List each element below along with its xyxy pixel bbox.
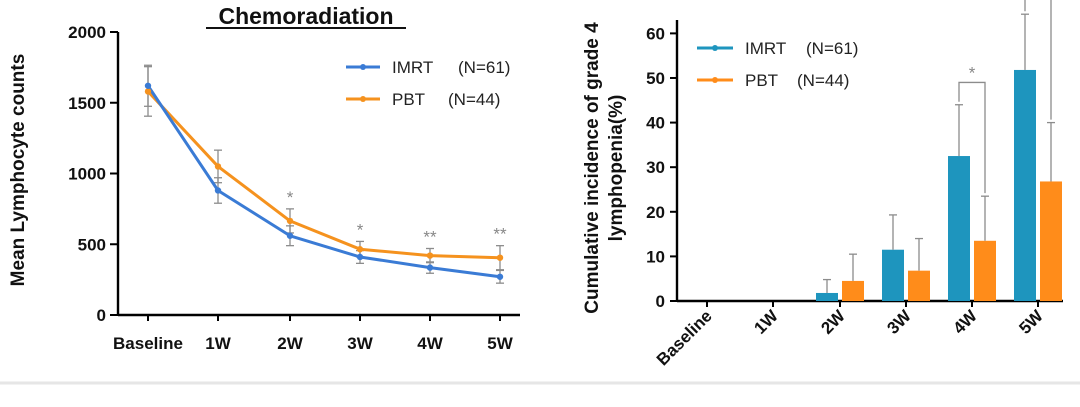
- significance-brackets: **: [958, 0, 1052, 194]
- x-tick-label: 4W: [949, 306, 981, 338]
- bar-chart: Cumulative incidence of grade 4 lymphope…: [582, 0, 1063, 369]
- data-point-imrt: [496, 273, 504, 280]
- data-point-pbt: [426, 252, 434, 259]
- legend-n-pbt: (N=44): [797, 71, 849, 90]
- y-tick-label: 20: [646, 203, 665, 222]
- legend-label-imrt: IMRT: [392, 58, 433, 77]
- bar-imrt: [948, 156, 970, 301]
- legend-n-imrt: (N=61): [806, 39, 858, 58]
- y-tick-label: 60: [646, 24, 665, 43]
- bar-pbt: [974, 240, 996, 301]
- data-point-imrt: [356, 253, 364, 261]
- significance-mark: **: [493, 225, 507, 244]
- significance-bracket: [1024, 0, 1052, 120]
- legend-n-imrt: (N=61): [458, 58, 510, 77]
- data-point-imrt: [286, 232, 294, 239]
- y-tick-label: 2000: [68, 23, 106, 42]
- y-tick-label: 0: [97, 306, 106, 325]
- legend: IMRT (N=61) PBT (N=44): [697, 39, 858, 90]
- data-point-pbt: [496, 254, 504, 261]
- legend: IMRT (N=61) PBT (N=44): [346, 58, 510, 109]
- significance-mark: **: [423, 227, 437, 246]
- y-axis-label: Mean Lymphocyte counts: [8, 54, 29, 287]
- bar-pbt: [1040, 181, 1062, 301]
- series-lines: [146, 84, 501, 279]
- x-tick-label: 1W: [750, 306, 782, 338]
- data-points: [144, 82, 504, 280]
- x-ticks: Baseline 1W 2W 3W 4W 5W: [113, 315, 514, 353]
- legend-n-pbt: (N=44): [448, 90, 500, 109]
- bar-pbt: [908, 270, 930, 301]
- x-ticks: Baseline 1W 2W 3W 4W 5W: [653, 301, 1048, 369]
- legend-marker-pbt: [360, 96, 366, 102]
- y-tick-label: 40: [646, 114, 665, 133]
- significance-mark: *: [357, 220, 364, 239]
- x-tick-label: 5W: [1015, 306, 1047, 338]
- y-tick-label: 10: [646, 247, 665, 266]
- data-point-imrt: [214, 187, 222, 194]
- data-point-pbt: [214, 163, 222, 170]
- y-axis-label-line-1: Cumulative incidence of grade 4: [582, 22, 603, 314]
- x-tick-label: 2W: [817, 306, 849, 338]
- x-tick-label: 3W: [883, 306, 915, 338]
- y-tick-label: 30: [646, 158, 665, 177]
- y-axis-label-line-2: lymphopenia(%): [606, 95, 627, 242]
- significance-marks: ** ** **: [287, 188, 507, 247]
- x-tick-label: 3W: [347, 334, 373, 353]
- legend-marker-pbt: [712, 77, 718, 83]
- y-tick-label: 50: [646, 69, 665, 88]
- data-point-imrt: [426, 264, 434, 271]
- bar-imrt: [882, 249, 904, 301]
- legend-label-pbt: PBT: [392, 90, 425, 109]
- x-tick-label: 4W: [417, 334, 443, 353]
- x-tick-label: 2W: [277, 334, 303, 353]
- legend-entry-pbt: PBT (N=44): [697, 71, 849, 90]
- significance-mark: *: [969, 63, 976, 82]
- legend-marker-imrt: [712, 45, 718, 51]
- line-chart: Chemoradiation Mean Lymphocyte counts 0 5…: [8, 3, 520, 353]
- y-tick-label: 500: [78, 235, 106, 254]
- legend-label-pbt: PBT: [745, 71, 778, 90]
- legend-entry-imrt: IMRT (N=61): [697, 39, 858, 58]
- bar-imrt: [1014, 69, 1036, 301]
- legend-label-imrt: IMRT: [745, 39, 786, 58]
- error-bars: [823, 13, 1055, 293]
- data-point-pbt: [144, 88, 152, 95]
- chart-title: Chemoradiation: [218, 3, 393, 29]
- x-tick-label: 1W: [205, 334, 231, 353]
- x-tick-label: Baseline: [653, 306, 716, 369]
- significance-bracket: [958, 81, 986, 194]
- legend-marker-imrt: [360, 64, 366, 70]
- y-tick-label: 1000: [68, 165, 106, 184]
- data-point-pbt: [356, 246, 364, 253]
- x-tick-label: 5W: [487, 334, 513, 353]
- bar-pbt: [842, 280, 864, 301]
- y-tick-label: 0: [656, 292, 665, 311]
- legend-entry-pbt: PBT (N=44): [346, 90, 500, 109]
- data-point-imrt: [144, 82, 152, 89]
- bars: [816, 69, 1062, 301]
- x-tick-label: Baseline: [113, 334, 183, 353]
- legend-entry-imrt: IMRT (N=61): [346, 58, 510, 77]
- y-tick-label: 1500: [68, 94, 106, 113]
- y-ticks: 0 500 1000 1500 2000: [68, 23, 118, 325]
- significance-mark: *: [287, 188, 294, 207]
- series-line-pbt: [146, 90, 501, 260]
- series-line-imrt: [146, 84, 501, 279]
- bar-imrt: [816, 292, 838, 301]
- data-point-pbt: [286, 217, 294, 225]
- y-ticks: 0 10 20 30 40 50 60: [646, 24, 677, 311]
